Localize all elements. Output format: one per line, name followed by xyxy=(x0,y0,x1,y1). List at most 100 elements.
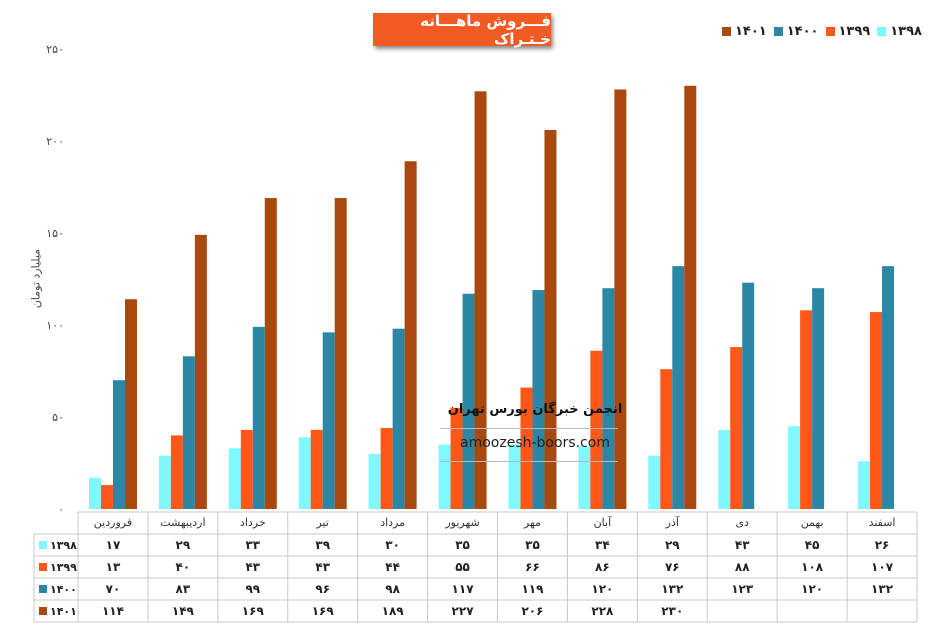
bar xyxy=(672,266,685,509)
data-label: ۱۶۹ xyxy=(242,604,265,618)
data-label: ۳۳ xyxy=(245,538,260,552)
data-label: ۲۹ xyxy=(665,538,680,552)
data-label: ۱۱۷ xyxy=(452,582,475,596)
legend-swatch xyxy=(877,26,887,36)
data-label: ۳۴ xyxy=(595,538,610,552)
legend-item: ۱۴۰۰ xyxy=(773,23,819,39)
chart-title: فـــروش ماهـــانه خـتـراک xyxy=(373,12,551,48)
bar xyxy=(404,161,417,510)
legend-item: ۱۳۹۹ xyxy=(825,23,871,39)
table-series-name: ۱۴۰۱ xyxy=(50,605,77,618)
legend-label: ۱۴۰۱ xyxy=(735,23,767,39)
data-label: ۲۲۷ xyxy=(452,604,475,618)
data-label: ۱۲۰ xyxy=(801,582,823,596)
data-label: ۲۹ xyxy=(176,538,191,552)
y-tick-label: ۲۰۰ xyxy=(46,135,64,148)
bar xyxy=(240,429,253,509)
bar xyxy=(742,282,755,509)
data-label: ۱۶۹ xyxy=(312,604,335,618)
table-legend-swatch xyxy=(39,541,47,549)
data-label: ۴۳ xyxy=(735,538,750,552)
bar xyxy=(264,198,277,510)
data-label: ۲۶ xyxy=(875,538,890,552)
watermark-url: amoozesh-boors.com xyxy=(460,435,610,451)
bar xyxy=(788,426,801,509)
x-tick-label: تیر xyxy=(315,516,328,529)
data-label: ۵۵ xyxy=(455,560,470,574)
x-tick-label: خرداد xyxy=(240,516,266,529)
bar xyxy=(520,387,533,509)
y-tick-label: ۲۵۰ xyxy=(46,43,64,56)
y-tick-label: ۱۰۰ xyxy=(46,319,64,332)
watermark-divider-bottom xyxy=(440,461,618,462)
data-label: ۱۳ xyxy=(106,560,121,574)
legend-label: ۱۳۹۸ xyxy=(890,23,922,39)
x-tick-label: مرداد xyxy=(380,516,405,529)
data-label: ۱۷ xyxy=(106,538,121,552)
legend-swatch xyxy=(722,26,731,36)
bar xyxy=(380,428,393,509)
bar xyxy=(648,455,661,509)
bar xyxy=(578,446,591,509)
data-label: ۱۱۹ xyxy=(521,582,544,596)
data-label: ۹۹ xyxy=(245,582,260,596)
data-label: ۴۵ xyxy=(805,538,820,552)
bar xyxy=(392,328,405,509)
bar xyxy=(508,444,521,509)
legend-swatch xyxy=(773,26,783,36)
bar xyxy=(812,288,825,509)
bar xyxy=(602,288,615,509)
bar xyxy=(474,91,487,509)
bar xyxy=(438,444,451,509)
bar xyxy=(544,129,557,509)
x-tick-label: آبان xyxy=(594,515,612,529)
legend-label: ۱۳۹۹ xyxy=(838,23,871,39)
bar xyxy=(858,461,871,509)
data-label: ۳۵ xyxy=(455,538,470,552)
table-series-name: ۱۳۹۹ xyxy=(50,561,77,574)
data-label: ۴۴ xyxy=(385,560,400,574)
bar xyxy=(322,332,335,509)
x-tick-label: دی xyxy=(735,516,749,529)
legend-label: ۱۴۰۰ xyxy=(786,23,819,39)
legend-swatch xyxy=(825,26,835,36)
table-legend-swatch xyxy=(39,563,47,571)
data-label: ۷۶ xyxy=(665,560,680,574)
bar xyxy=(590,350,603,509)
bar xyxy=(450,407,463,509)
bar xyxy=(100,485,113,509)
bar xyxy=(462,293,475,509)
data-label: ۷۰ xyxy=(106,582,121,596)
bar xyxy=(298,437,311,509)
data-label: ۶۶ xyxy=(525,560,540,574)
table-legend-swatch xyxy=(39,607,47,615)
table-series-name: ۱۳۹۸ xyxy=(50,539,77,552)
legend: ۱۴۰۱ ۱۴۰۰ ۱۳۹۹ ۱۳۹۸ xyxy=(722,22,922,40)
x-tick-label: اسفند xyxy=(869,516,896,529)
table-legend-swatch xyxy=(39,585,47,593)
bar xyxy=(194,234,207,509)
data-label: ۳۰ xyxy=(385,538,400,552)
bar xyxy=(800,310,813,509)
data-label: ۲۰۶ xyxy=(521,604,543,618)
bar xyxy=(684,85,697,510)
bar xyxy=(228,448,241,509)
x-tick-label: اردیبهشت xyxy=(160,516,205,529)
data-label: ۱۲۰ xyxy=(591,582,613,596)
data-label: ۲۲۸ xyxy=(591,604,614,618)
x-tick-label: فروردین xyxy=(94,516,132,529)
data-label: ۸۶ xyxy=(595,560,610,574)
x-tick-label: شهریور xyxy=(444,516,479,529)
bar xyxy=(182,356,195,509)
bar xyxy=(310,429,323,509)
data-label: ۸۳ xyxy=(176,582,191,596)
bar xyxy=(730,347,743,509)
bar xyxy=(112,380,125,509)
data-label: ۹۸ xyxy=(385,582,400,596)
x-tick-label: بهمن xyxy=(801,516,824,529)
x-tick-label: مهر xyxy=(523,516,541,529)
data-label: ۲۳۰ xyxy=(661,604,683,618)
data-label: ۱۲۳ xyxy=(731,582,754,596)
data-label: ۱۰۷ xyxy=(871,560,894,574)
